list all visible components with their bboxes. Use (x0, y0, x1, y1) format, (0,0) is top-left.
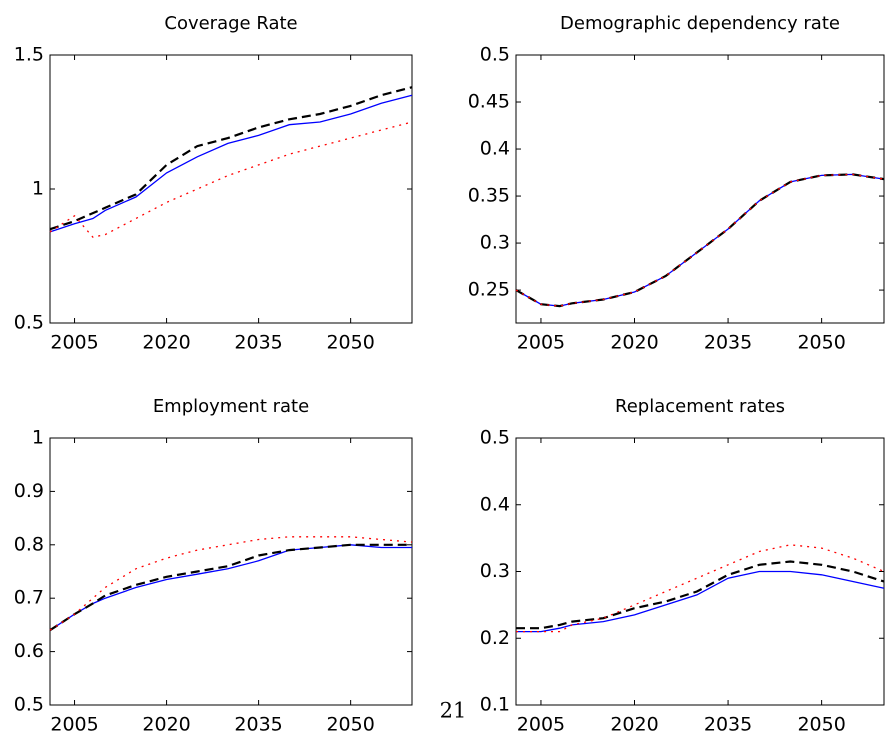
x-tick-label: 2020 (610, 332, 658, 354)
x-tick-label: 2020 (610, 714, 658, 736)
x-tick-label: 2020 (142, 332, 190, 354)
y-tick-label: 0.1 (480, 694, 510, 716)
x-tick-label: 2050 (797, 714, 845, 736)
x-tick-label: 2050 (326, 714, 374, 736)
axes-box (49, 54, 413, 324)
x-tick-label: 2035 (704, 714, 752, 736)
x-tick-label: 2035 (234, 332, 282, 354)
y-tick-label: 0.45 (468, 91, 510, 113)
subplot: Employment rate 0.5 0.6 0.7 0.8 0.9 1 2005 2020 2… (14, 396, 413, 736)
x-tick-label: 2020 (142, 714, 190, 736)
x-tick-label: 2035 (704, 332, 752, 354)
x-tick-label: 2005 (50, 332, 98, 354)
series-line (515, 173, 885, 307)
x-tick-label: 2005 (517, 332, 565, 354)
y-tick-label: 0.9 (14, 480, 44, 502)
y-tick-label: 0.35 (468, 185, 510, 207)
subplot-title: Employment rate (153, 396, 309, 417)
x-tick-label: 2050 (797, 332, 845, 354)
series-line (49, 543, 412, 632)
axes-box (515, 437, 885, 706)
series-line (49, 86, 413, 231)
y-tick-label: 0.5 (14, 312, 44, 334)
y-tick-label: 1 (32, 427, 44, 449)
x-tick-label: 2005 (50, 714, 98, 736)
subplot-title: Replacement rates (615, 396, 785, 417)
series-line (516, 570, 885, 633)
series-line (516, 560, 885, 630)
y-tick-label: 1 (32, 178, 44, 200)
y-tick-label: 0.4 (480, 138, 510, 160)
y-tick-label: 0.25 (468, 279, 510, 301)
x-tick-label: 2050 (326, 332, 374, 354)
y-tick-label: 1.5 (14, 44, 44, 66)
subplot-title: Coverage Rate (164, 13, 297, 34)
subplot-title: Demographic dependency rate (560, 13, 840, 34)
y-tick-label: 0.2 (480, 627, 510, 649)
y-tick-label: 0.4 (480, 493, 510, 515)
axes-box (515, 54, 885, 324)
y-tick-label: 0.5 (480, 427, 510, 449)
subplot: Demographic dependency rate 0.25 0.3 0.35 0.… (468, 13, 885, 354)
series-line (49, 536, 413, 631)
y-tick-label: 0.8 (14, 533, 44, 555)
y-tick-label: 0.7 (14, 587, 44, 609)
x-tick-label: 2035 (234, 714, 282, 736)
axes-box (49, 437, 413, 706)
y-tick-label: 0.5 (14, 694, 44, 716)
subplot: Replacement rates 0.1 0.2 0.3 0.4 0.5 2005 2020… (480, 396, 885, 736)
y-tick-label: 0.6 (14, 640, 44, 662)
subplot: Coverage Rate 0.5 1 1.5 2005 2020 2035 2050 (14, 13, 413, 354)
y-tick-label: 0.3 (480, 560, 510, 582)
y-tick-label: 0.3 (480, 232, 510, 254)
series-line (49, 94, 413, 233)
x-tick-label: 2005 (517, 714, 565, 736)
series-line (49, 121, 413, 238)
y-tick-label: 0.5 (480, 44, 510, 66)
page-number: 21 (440, 699, 467, 723)
